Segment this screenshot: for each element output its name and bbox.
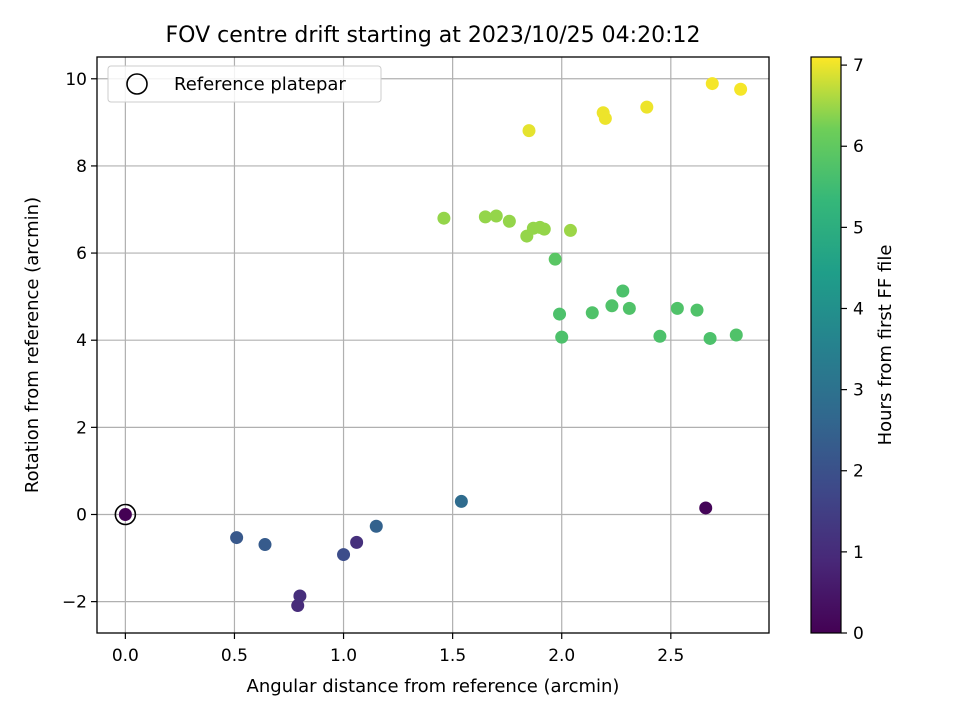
colorbar: 0 1 2 3 4 5 6 7 Hours from first FF file (810, 56, 896, 644)
legend-reference-marker (126, 73, 148, 95)
x-tick-label: 0.5 (221, 646, 248, 666)
data-point (369, 519, 383, 533)
x-tick-label: 2.0 (548, 646, 575, 666)
x-tick-label: 1.0 (330, 646, 357, 666)
reference-marker (114, 503, 137, 526)
colorbar-tick-label: 4 (853, 299, 864, 319)
data-point (548, 252, 562, 266)
data-point (616, 284, 630, 298)
data-point (118, 507, 132, 521)
y-tick-label: 8 (76, 157, 87, 177)
data-point (555, 330, 569, 344)
grid (97, 57, 769, 633)
data-point (705, 77, 719, 91)
colorbar-gradient (810, 56, 842, 634)
y-tick-label: −2 (62, 593, 87, 613)
data-point (690, 303, 704, 317)
data-point (670, 301, 684, 315)
data-point (293, 589, 307, 603)
data-point (454, 494, 468, 508)
x-ticks: 0.0 0.5 1.0 1.5 2.0 2.5 (112, 633, 684, 666)
data-point (653, 329, 667, 343)
data-point (729, 328, 743, 342)
y-tick-label: 2 (76, 418, 87, 438)
data-point (522, 124, 536, 138)
data-point (605, 299, 619, 313)
x-tick-label: 2.5 (657, 646, 684, 666)
data-point (622, 301, 636, 315)
data-point (258, 538, 272, 552)
y-tick-label: 10 (65, 70, 87, 90)
data-point (489, 209, 503, 223)
data-point (502, 214, 516, 228)
legend-box (107, 65, 382, 103)
data-point (734, 82, 748, 96)
y-tick-label: 6 (76, 244, 87, 264)
data-point (585, 306, 599, 320)
y-ticks: −2 0 2 4 6 8 10 (62, 70, 97, 613)
legend: Reference platepar (107, 65, 382, 103)
data-point (640, 100, 654, 114)
data-point (337, 548, 351, 562)
x-tick-label: 0.0 (112, 646, 139, 666)
plot-frame (96, 56, 770, 634)
colorbar-ticks: 0 1 2 3 4 5 6 7 (841, 56, 864, 644)
colorbar-tick-label: 0 (853, 624, 864, 644)
data-point (699, 501, 713, 515)
data-point (478, 210, 492, 224)
colorbar-tick-label: 1 (853, 543, 864, 563)
y-axis-label: Rotation from reference (arcmin) (22, 197, 43, 493)
data-point (563, 223, 577, 237)
colorbar-tick-label: 7 (853, 56, 864, 76)
chart-title: FOV centre drift starting at 2023/10/25 … (166, 23, 701, 48)
colorbar-tick-label: 6 (853, 137, 864, 157)
legend-entry-label: Reference platepar (174, 74, 346, 95)
y-tick-label: 0 (76, 505, 87, 525)
data-point (598, 111, 612, 125)
data-point (437, 211, 451, 225)
y-tick-label: 4 (76, 331, 87, 351)
scatter-points (114, 77, 748, 613)
colorbar-label: Hours from first FF file (875, 245, 896, 446)
colorbar-tick-label: 3 (853, 381, 864, 401)
x-tick-label: 1.5 (439, 646, 466, 666)
x-axis-label: Angular distance from reference (arcmin) (247, 676, 620, 697)
data-point (553, 307, 567, 321)
data-point (537, 222, 551, 236)
colorbar-tick-label: 5 (853, 218, 864, 238)
data-point (230, 531, 244, 545)
data-point (703, 331, 717, 345)
data-point (350, 535, 364, 549)
colorbar-tick-label: 2 (853, 462, 864, 482)
